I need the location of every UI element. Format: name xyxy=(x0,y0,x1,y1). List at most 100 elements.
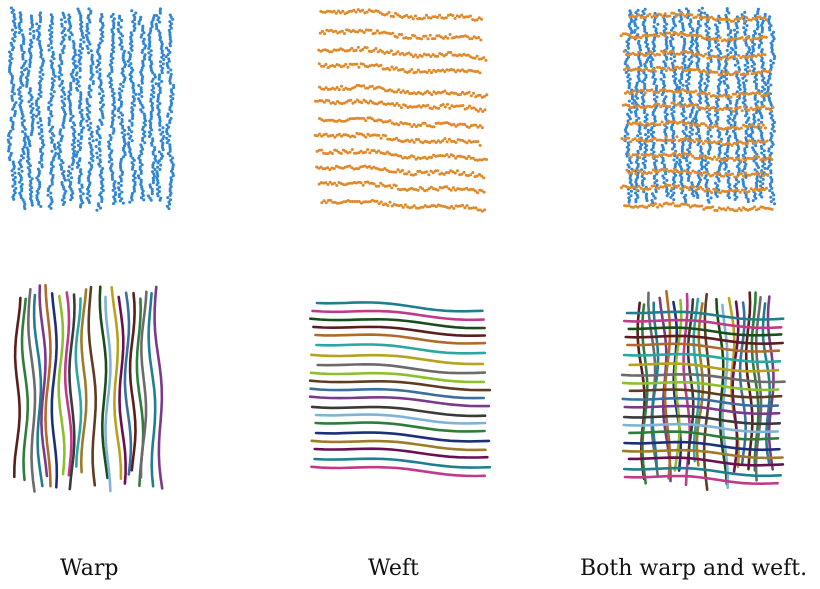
weft-fiber xyxy=(628,430,780,441)
both-point-cloud xyxy=(619,6,777,213)
warp-point-strand xyxy=(56,11,68,206)
weft-fiber xyxy=(313,447,489,459)
weft-fiber xyxy=(628,388,783,399)
warp-fiber xyxy=(32,293,44,488)
panel-both-fibers xyxy=(610,275,790,505)
warp-fiber xyxy=(20,297,29,482)
panel-weft-points xyxy=(300,0,500,230)
caption-weft: Weft xyxy=(368,556,419,581)
weft-fiber xyxy=(625,310,785,321)
weft-fiber xyxy=(310,353,485,366)
warp-fiber xyxy=(26,287,37,493)
weft-point-strand xyxy=(319,8,483,22)
weft-point-strand xyxy=(627,151,774,163)
warp-point-cloud xyxy=(6,6,176,212)
warp-point-strand xyxy=(146,14,158,202)
panel-both-points xyxy=(610,0,790,230)
warp-fiber xyxy=(147,292,157,488)
weft-fiber xyxy=(310,439,487,452)
warp-point-strand xyxy=(126,9,138,204)
warp-point-strand xyxy=(106,12,118,206)
warp-point-strand xyxy=(24,14,36,207)
weft-fiber xyxy=(624,334,784,346)
weft-fiber-curves xyxy=(308,301,492,478)
weft-fiber xyxy=(310,405,487,418)
weft-fiber xyxy=(621,380,780,392)
warp-point-strand xyxy=(6,6,18,201)
weft-point-strand xyxy=(314,98,487,113)
weft-fiber xyxy=(309,317,486,330)
weft-point-strand xyxy=(317,180,486,195)
weft-fiber xyxy=(310,465,486,478)
weft-fiber xyxy=(622,466,782,478)
warp-fiber xyxy=(663,289,672,480)
warp-fiber xyxy=(50,292,59,489)
weft-fiber xyxy=(314,421,486,433)
warp-point-strand xyxy=(713,14,724,198)
warp-point-strand xyxy=(34,11,46,208)
weft-point-strand xyxy=(627,119,767,131)
warp-point-strand xyxy=(136,15,148,202)
warp-point-strand xyxy=(66,13,78,202)
weft-fiber xyxy=(316,362,487,375)
weft-point-strand xyxy=(625,167,770,179)
weft-fiber xyxy=(309,371,485,384)
weft-fiber xyxy=(622,318,783,330)
warp-point-strand xyxy=(16,11,28,211)
weft-fiber xyxy=(623,440,781,452)
warp-fiber xyxy=(87,285,98,487)
weft-fiber xyxy=(314,431,491,443)
warp-fiber xyxy=(74,297,83,468)
weft-fiber xyxy=(627,456,785,467)
weft-fiber xyxy=(628,362,780,373)
warp-point-strand xyxy=(154,7,166,202)
warp-fiber xyxy=(13,296,22,479)
warp-fiber xyxy=(44,283,52,488)
weft-fiber xyxy=(313,457,492,469)
weft-point-strand xyxy=(318,116,484,130)
warp-fiber xyxy=(110,286,123,480)
weft-fiber xyxy=(314,333,487,345)
weft-point-strand xyxy=(317,45,488,62)
weft-point-strand xyxy=(623,65,772,77)
warp-point-strand xyxy=(639,7,651,203)
warp-fiber xyxy=(139,290,148,479)
weft-fiber xyxy=(314,413,487,425)
weft-fiber xyxy=(622,422,779,434)
warp-fiber xyxy=(641,303,649,485)
warp-point-strand xyxy=(116,14,128,205)
weft-point-strand xyxy=(623,201,774,213)
weft-point-strand xyxy=(622,49,767,61)
weft-point-strand xyxy=(621,101,775,113)
warp-point-strand xyxy=(46,13,58,210)
weft-fiber xyxy=(308,379,492,392)
weft-point-strand xyxy=(619,31,768,43)
weft-fiber xyxy=(621,448,784,460)
panel-weft-fibers xyxy=(300,275,500,505)
warp-point-strand xyxy=(74,7,86,209)
panel-warp-points xyxy=(0,0,190,230)
both-fiber-curves xyxy=(620,289,786,491)
warp-point-strand xyxy=(84,7,95,204)
weft-fiber xyxy=(311,309,485,322)
warp-fiber xyxy=(117,295,127,485)
weft-point-strand xyxy=(620,135,769,147)
warp-fiber xyxy=(79,288,88,474)
weft-fiber xyxy=(621,397,780,408)
weft-fiber xyxy=(623,474,779,486)
warp-fiber xyxy=(38,284,49,478)
warp-fiber xyxy=(63,291,73,477)
weft-fiber xyxy=(312,325,487,337)
warp-point-strand xyxy=(766,15,777,206)
weft-point-strand xyxy=(313,131,482,147)
warp-fiber xyxy=(738,301,748,465)
weft-fiber xyxy=(622,352,782,364)
weft-fiber xyxy=(315,301,484,313)
weft-point-cloud xyxy=(313,8,489,213)
warp-fiber xyxy=(57,294,66,476)
weft-fiber xyxy=(627,326,783,337)
panel-warp-fibers xyxy=(0,275,190,505)
weft-fiber xyxy=(623,404,781,416)
warp-fiber xyxy=(98,285,109,480)
weft-point-strand xyxy=(315,164,486,180)
